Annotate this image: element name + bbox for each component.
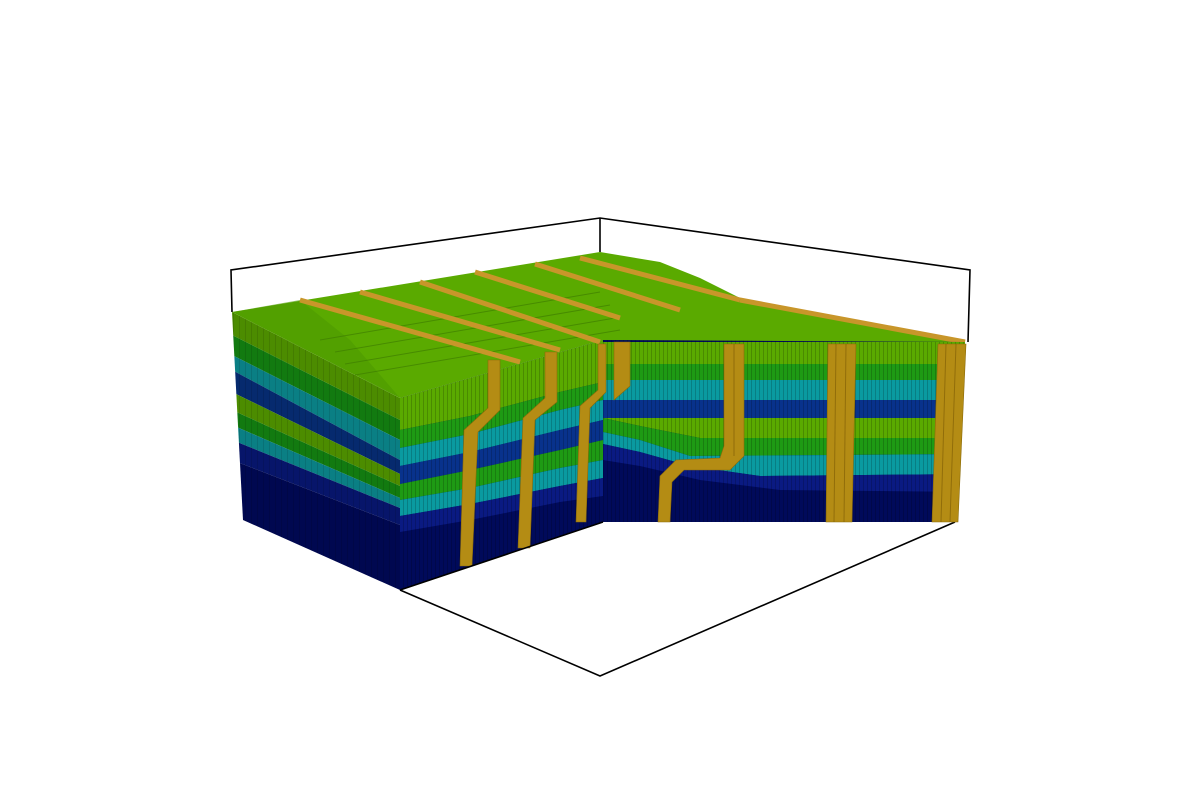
fault-planes [459,341,967,567]
fault-shading [733,343,957,523]
top-surface [232,252,966,398]
right-face [603,340,965,522]
bounding-box-front [399,521,604,591]
middle-face [400,340,603,590]
bounding-box [230,217,971,677]
